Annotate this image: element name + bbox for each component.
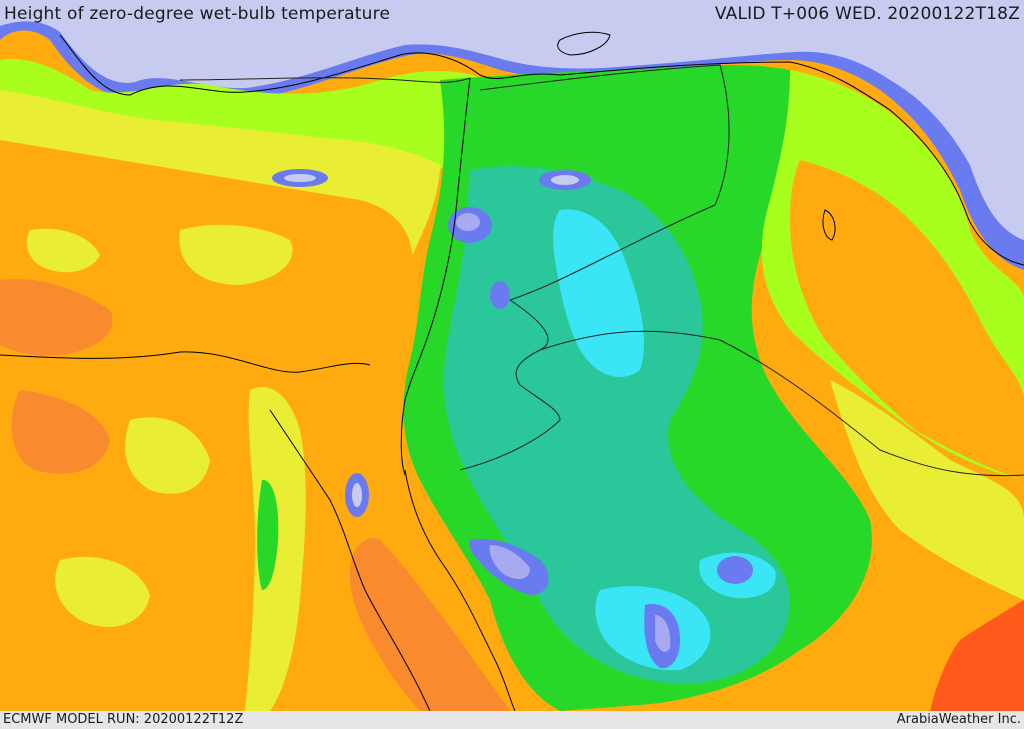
red-sea <box>349 538 510 711</box>
med-yellow-patch-1 <box>179 224 293 285</box>
lake-van <box>557 31 611 56</box>
border-turkey-syria <box>179 77 471 83</box>
model-run-label: ECMWF MODEL RUN: 20200122T12Z <box>3 712 244 727</box>
map-title: Height of zero-degree wet-bulb temperatu… <box>4 4 391 24</box>
med-dark-orange <box>0 279 113 356</box>
syria-cyan <box>553 209 645 378</box>
hejaz-low-core <box>489 545 530 580</box>
egypt-yellow-1 <box>125 417 210 494</box>
lebanon-low-core <box>456 213 480 231</box>
egypt-dark <box>11 390 110 474</box>
sinai-low-core <box>352 483 362 507</box>
nile-green <box>257 479 279 590</box>
syria-low-core <box>551 175 579 185</box>
najd-low-core <box>655 615 671 652</box>
coastline-redsea-west <box>269 409 431 711</box>
golan-low <box>490 281 510 309</box>
northern-sea-low <box>0 0 1024 240</box>
iran-orange <box>790 160 1024 480</box>
egypt-yellow-2 <box>55 556 150 627</box>
anatolia-band <box>0 59 520 170</box>
med-yellow-patch-2 <box>26 228 100 273</box>
map-canvas <box>0 0 1024 711</box>
coastline-north <box>59 34 1024 266</box>
iran-yellow <box>830 380 1024 600</box>
cyprus-low-core <box>284 174 316 182</box>
coastline-egypt <box>0 351 371 373</box>
border-iraq-saudi <box>539 330 1024 477</box>
brand-label: ArabiaWeather Inc. <box>896 712 1021 727</box>
lake-urmia <box>822 209 836 241</box>
border-jordan <box>459 299 561 471</box>
najd-low-2 <box>717 556 753 584</box>
gulf-red <box>930 600 1024 711</box>
coastline-levant <box>400 77 471 476</box>
footer-bar: ECMWF MODEL RUN: 20200122T12Z ArabiaWeat… <box>0 711 1024 729</box>
valid-time: VALID T+006 WED. 20200122T18Z <box>714 4 1020 24</box>
coastline-redsea-east <box>404 469 516 711</box>
border-syria-iraq <box>479 64 730 301</box>
